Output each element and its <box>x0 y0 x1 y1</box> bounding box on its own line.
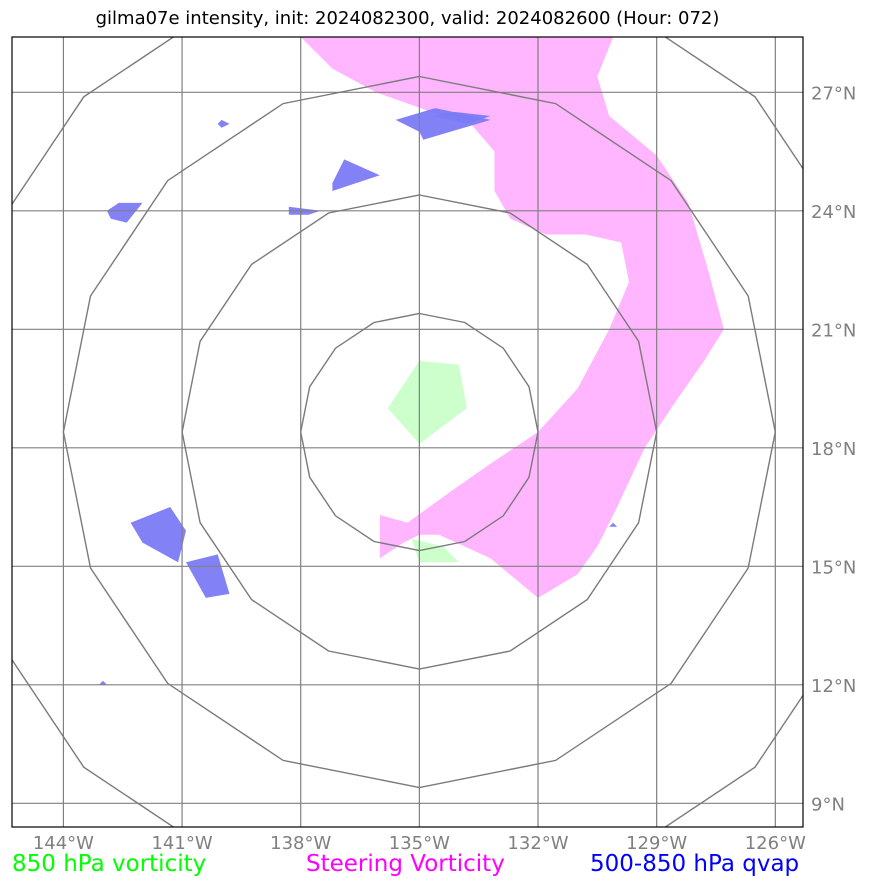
latitude-tick-label: 27°N <box>811 83 856 104</box>
range-ring <box>181 194 658 670</box>
range-ring <box>62 75 777 789</box>
longitude-tick-label: 141°W <box>151 833 212 854</box>
vorticity-850-area <box>411 538 459 563</box>
qvap-area <box>431 112 491 124</box>
legend-qvap: 500-850 hPa qvap <box>590 851 800 877</box>
map-frame <box>11 36 804 828</box>
steering-vorticity-area <box>300 37 724 598</box>
latitude-tick-label: 15°N <box>811 557 856 578</box>
legend-steering-vorticity: Steering Vorticity <box>306 851 505 877</box>
plot-title: gilma07e intensity, init: 2024082300, va… <box>95 8 720 29</box>
qvap-area <box>186 554 230 598</box>
qvap-area <box>130 507 186 563</box>
range-ring <box>299 312 539 552</box>
qvap-area <box>332 159 380 191</box>
longitude-tick-label: 138°W <box>270 833 331 854</box>
qvap-area <box>99 680 107 685</box>
longitude-tick-label: 144°W <box>33 833 94 854</box>
qvap-area <box>106 202 143 223</box>
longitude-tick-label: 135°W <box>389 833 450 854</box>
map-background <box>12 37 803 827</box>
vorticity-850-area <box>387 360 467 444</box>
longitude-tick-label: 126°W <box>745 833 806 854</box>
longitude-tick-label: 132°W <box>507 833 568 854</box>
qvap-area <box>217 119 230 128</box>
latitude-tick-label: 12°N <box>811 676 856 697</box>
latitude-tick-label: 9°N <box>811 794 845 815</box>
latitude-tick-label: 21°N <box>811 320 856 341</box>
legend-850-vorticity: 850 hPa vorticity <box>12 851 207 877</box>
latitude-tick-label: 24°N <box>811 202 856 223</box>
qvap-area <box>609 522 618 527</box>
latitude-tick-label: 18°N <box>811 439 856 460</box>
longitude-tick-label: 129°W <box>626 833 687 854</box>
